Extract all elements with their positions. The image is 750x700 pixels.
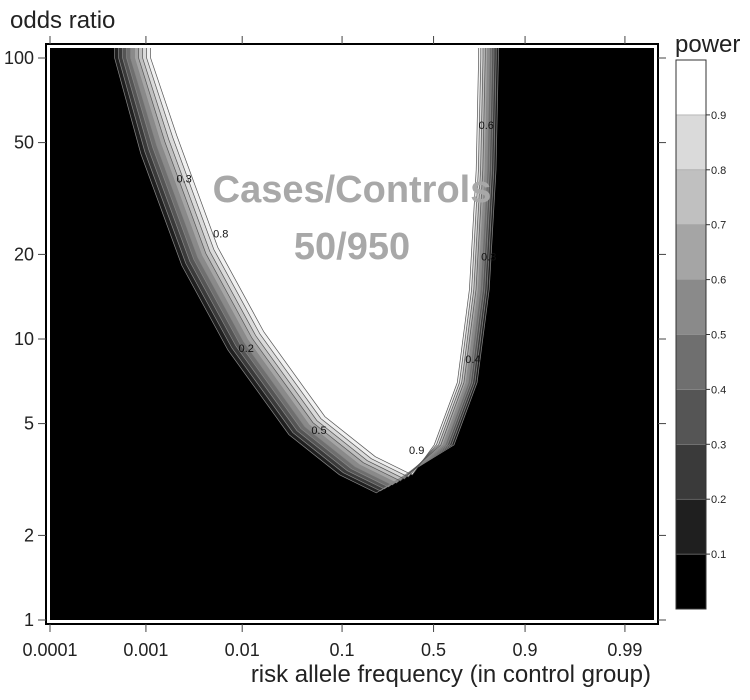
contour-lines (114, 46, 499, 494)
contour-label: 0.3 (177, 174, 192, 186)
colorbar-band (675, 389, 707, 445)
x-tick-label: 0.5 (421, 640, 446, 660)
contour-label: 0.9 (409, 445, 424, 457)
colorbar-label: 0.4 (711, 384, 726, 396)
colorbar-label: 0.5 (711, 330, 726, 342)
y-axis-title: odds ratio (10, 7, 115, 34)
x-tick-label: 0.01 (225, 640, 260, 660)
contour-label: 0.6 (479, 120, 494, 132)
contour-line (130, 46, 490, 486)
contour-label: 0.8 (213, 228, 228, 240)
x-tick-label: 0.99 (607, 640, 642, 660)
colorbar-band (675, 169, 707, 225)
contour-bands (114, 46, 499, 493)
colorbar-band (675, 334, 707, 390)
x-tick-label: 0.9 (513, 640, 538, 660)
colorbar-band (675, 553, 707, 610)
y-tick-label: 5 (24, 414, 34, 434)
colorbar-label: 0.1 (711, 549, 726, 561)
colorbar-title: power (675, 31, 740, 58)
colorbar-band (675, 224, 707, 280)
contour-band (150, 46, 479, 475)
contour-line (146, 46, 482, 478)
y-tick-label: 2 (24, 525, 34, 545)
x-tick-label: 0.0001 (22, 640, 77, 660)
contour-label: 0.3 (481, 252, 496, 264)
contour-line (126, 46, 493, 488)
colorbar-label: 0.6 (711, 275, 726, 287)
annotation-ratio: 50/950 (294, 226, 410, 268)
colorbar-label: 0.2 (711, 494, 726, 506)
colorbar-band (675, 498, 707, 555)
colorbar-band (675, 114, 707, 171)
colorbar-label: 0.3 (711, 439, 726, 451)
x-axis-title: risk allele frequency (in control group) (251, 661, 651, 688)
colorbar-band (675, 444, 707, 500)
y-axis: 1 2 5 10 20 50 100 (4, 48, 666, 630)
contour-line (142, 46, 484, 480)
contour-line (114, 46, 499, 494)
contour-label: 0.5 (311, 425, 326, 437)
colorbar-label: 0.8 (711, 165, 726, 177)
y-tick-label: 50 (14, 133, 34, 153)
plot-frame-inner (47, 45, 657, 623)
y-tick-label: 1 (24, 610, 34, 630)
x-tick-label: 0.001 (123, 640, 168, 660)
y-tick-label: 100 (4, 48, 34, 68)
colorbar: 0.1 0.2 0.3 0.4 0.5 0.6 0.7 0.8 0.9 (675, 59, 726, 610)
x-tick-label: 0.1 (330, 640, 355, 660)
contour-line (134, 46, 488, 484)
y-tick-label: 10 (14, 329, 34, 349)
y-tick-label: 20 (14, 244, 34, 264)
contour-label: 0.4 (465, 354, 480, 366)
contour-line (150, 46, 479, 476)
colorbar-band (675, 279, 707, 335)
contour-label: 0.2 (239, 343, 254, 355)
colorbar-band (675, 59, 707, 116)
contour-line (118, 46, 497, 492)
contour-line (138, 46, 486, 482)
contour-labels: 0.3 0.8 0.2 0.5 0.9 0.4 0.6 0.3 (177, 120, 497, 457)
plot-frame (45, 43, 659, 625)
colorbar-label: 0.7 (711, 220, 726, 232)
x-axis: 0.0001 0.001 0.01 0.1 0.5 0.9 0.99 (22, 36, 642, 660)
annotation-cases-controls: Cases/Controls (213, 169, 492, 211)
contour-line (122, 46, 495, 490)
colorbar-label: 0.9 (711, 110, 726, 122)
